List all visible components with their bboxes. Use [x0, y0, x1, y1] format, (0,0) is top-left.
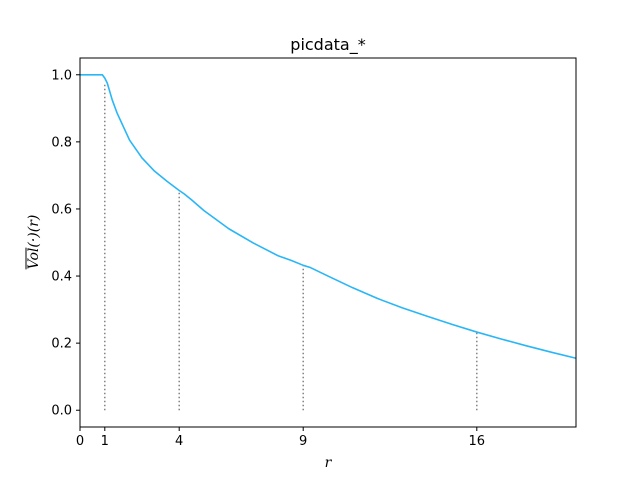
y-axis-label-rest: (·)(r) — [26, 215, 42, 248]
y-tick-label: 0.6 — [51, 202, 72, 217]
series-layer — [80, 73, 577, 360]
vertical-markers — [104, 83, 478, 411]
y-tick-label: 1.0 — [51, 68, 72, 83]
y-ticks: 0.0 0.2 0.4 0.6 0.8 1.0 — [51, 68, 80, 419]
svg-text:Vol(·)(r): Vol(·)(r) — [26, 215, 42, 270]
plot-frame — [79, 57, 577, 428]
chart-title: picdata_* — [290, 35, 365, 55]
x-tick-label: 1 — [101, 434, 109, 449]
y-tick-label: 0.8 — [51, 135, 72, 150]
y-axis-label: Vol(·)(r) — [25, 215, 42, 270]
y-axis-label-overlined: Vol — [26, 248, 42, 270]
x-tick-label: 0 — [76, 434, 84, 449]
x-axis-label: r — [325, 455, 333, 471]
series-line-0 — [80, 73, 577, 360]
x-ticks: 0 1 4 9 16 — [76, 427, 485, 449]
y-tick-label: 0.4 — [51, 270, 72, 285]
y-tick-label: 0.2 — [51, 337, 72, 352]
x-tick-label: 4 — [175, 434, 183, 449]
y-tick-label: 0.0 — [51, 404, 72, 419]
x-tick-label: 16 — [469, 434, 486, 449]
x-tick-label: 9 — [299, 434, 307, 449]
